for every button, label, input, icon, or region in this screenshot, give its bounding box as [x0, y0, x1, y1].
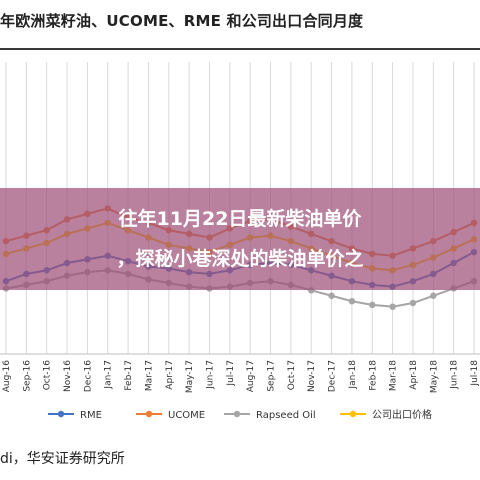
legend-label: RME: [80, 410, 102, 421]
title-divider: [0, 48, 480, 50]
x-tick-label: Jan-18: [348, 360, 358, 390]
x-tick-label: Apr-18: [409, 360, 419, 390]
source-note: di，华安证券研究所: [0, 451, 125, 467]
x-tick-label: Jun-17: [205, 360, 215, 390]
figure-title: 年欧洲菜籽油、UCOME、RME 和公司出口合同月度: [0, 12, 364, 30]
data-point: [348, 298, 356, 305]
x-tick-label: Mar-18: [389, 360, 399, 391]
x-tick-label: Feb-17: [124, 360, 134, 391]
x-tick-label: Nov-16: [63, 360, 73, 392]
data-point: [409, 299, 417, 307]
data-point: [389, 303, 396, 310]
x-tick-label: Nov-17: [307, 360, 317, 392]
x-tick-label: May-18: [429, 360, 439, 393]
headline-overlay: 往年11月22日最新柴油单价 ，探秘小巷深处的柴油单价之: [0, 188, 480, 290]
x-tick-label: Sep-17: [267, 360, 277, 392]
x-tick-label: Jan-17: [104, 360, 114, 390]
x-tick-label: Dec-16: [83, 360, 93, 392]
x-tick-label: Feb-18: [368, 360, 378, 391]
x-tick-label: Apr-17: [165, 360, 175, 390]
x-tick-label: Jul-18: [470, 360, 480, 387]
legend-swatch-marker: [145, 410, 153, 418]
legend-label: UCOME: [168, 410, 205, 421]
data-point: [328, 292, 335, 299]
overlay-line-2: ，探秘小巷深处的柴油单价之: [116, 248, 364, 270]
legend-label: Rapseed Oil: [256, 410, 316, 421]
x-tick-label: Oct-16: [43, 360, 53, 391]
legend-swatch-marker: [233, 410, 241, 418]
x-tick-label: Aug-17: [246, 360, 256, 392]
x-tick-label: Aug-16: [2, 360, 12, 393]
x-tick-label: Sep-16: [22, 360, 32, 392]
data-point: [369, 301, 376, 309]
x-tick-label: Mar-17: [144, 360, 154, 391]
x-tick-label: Jul-17: [226, 360, 236, 387]
x-axis-ticks: Aug-16 Sep-16 Oct-16 Nov-16 Dec-16 Jan-17 Feb-…: [2, 360, 480, 393]
x-tick-label: Dec-17: [328, 360, 338, 392]
legend-swatch-marker: [57, 410, 65, 418]
legend-swatch-marker: [349, 410, 357, 418]
x-tick-label: May-17: [185, 360, 195, 393]
legend-label: 公司出口价格: [372, 408, 432, 421]
overlay-line-1: 往年11月22日最新柴油单价: [118, 208, 362, 230]
x-tick-label: Oct-17: [287, 360, 297, 390]
x-tick-label: Jun-18: [450, 360, 460, 390]
data-point: [430, 292, 437, 299]
chart-legend: RME UCOME Rapseed Oil 公司出口价格: [48, 408, 432, 421]
